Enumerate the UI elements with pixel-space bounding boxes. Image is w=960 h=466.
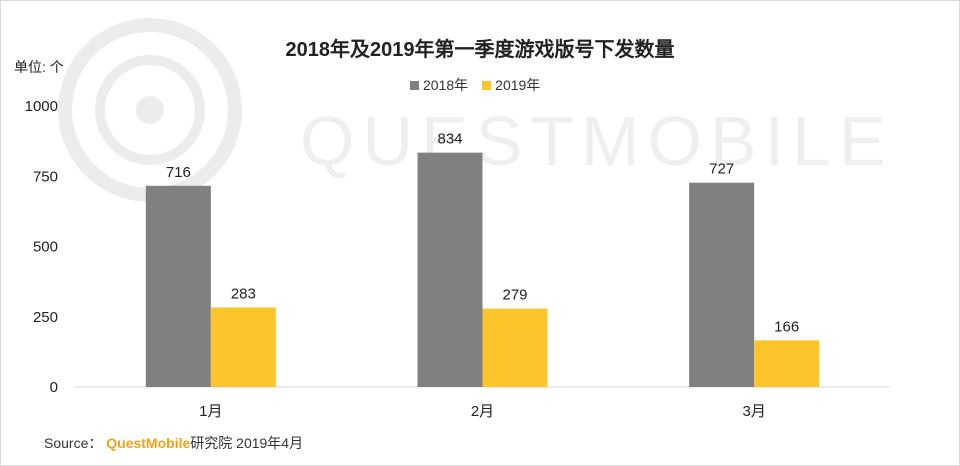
- legend-item-2018: 2018年: [410, 75, 468, 95]
- bar: [482, 308, 548, 387]
- legend-label-2018: 2018年: [423, 77, 469, 93]
- legend-swatch-2019: [482, 80, 492, 90]
- data-label: 166: [774, 318, 799, 335]
- x-tick-label: 2月: [471, 403, 494, 420]
- y-tick-label: 750: [33, 168, 58, 185]
- source-prefix: Source：: [44, 435, 103, 451]
- legend-label-2019: 2019年: [495, 77, 541, 93]
- data-label: 727: [709, 161, 734, 178]
- legend-swatch-2018: [410, 80, 419, 90]
- source-brand: QuestMobile: [106, 435, 191, 451]
- y-tick-label: 0: [50, 379, 58, 396]
- legend: 2018年 2019年: [410, 75, 554, 95]
- x-tick-label: 1月: [199, 403, 222, 420]
- bar: [754, 340, 820, 387]
- x-tick-label: 3月: [742, 403, 765, 420]
- bar: [689, 182, 755, 387]
- watermark-text: QUESTMOBILE: [300, 102, 894, 180]
- y-tick-label: 250: [33, 309, 58, 326]
- bar: [145, 185, 211, 387]
- bar: [210, 307, 276, 387]
- data-label: 834: [437, 131, 462, 148]
- legend-item-2019: 2019年: [482, 75, 540, 95]
- data-label: 279: [502, 287, 527, 304]
- source-line: Source： QuestMobile研究院 2019年4月: [44, 433, 303, 453]
- chart-title: 2018年及2019年第一季度游戏版号下发数量: [285, 39, 675, 61]
- unit-label: 单位: 个: [14, 59, 64, 75]
- source-suffix: 研究院 2019年4月: [190, 435, 304, 451]
- data-label: 283: [231, 285, 256, 302]
- y-tick-label: 500: [33, 239, 58, 256]
- data-label: 716: [166, 164, 191, 181]
- bar: [417, 152, 483, 387]
- y-tick-label: 1000: [25, 98, 58, 115]
